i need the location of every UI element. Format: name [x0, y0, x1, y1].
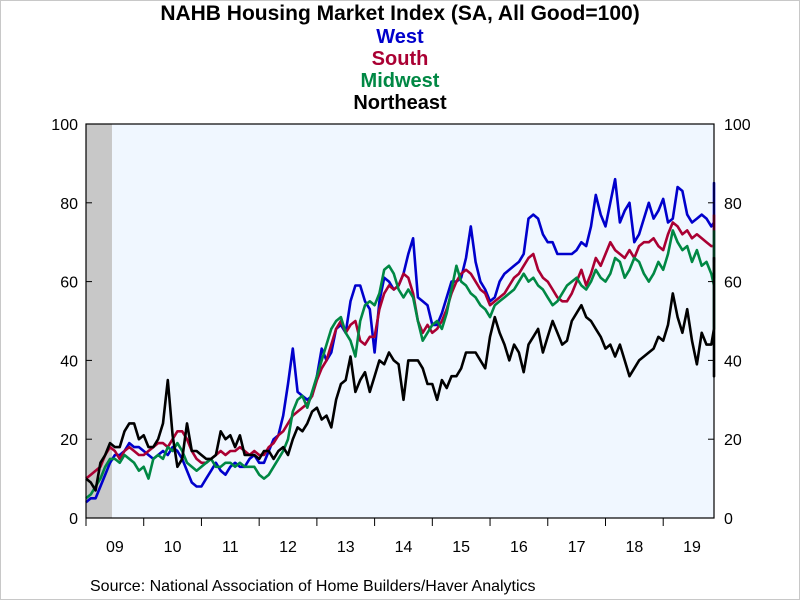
y-tick-label-right: 80	[724, 196, 742, 213]
x-tick-label: 19	[683, 539, 701, 556]
y-tick-label-right: 40	[724, 353, 742, 370]
y-tick-label-right: 100	[724, 117, 751, 134]
y-tick-label-left: 80	[60, 196, 78, 213]
y-tick-label-right: 0	[724, 511, 733, 528]
x-tick-label: 10	[164, 539, 182, 556]
chart-title: NAHB Housing Market Index (SA, All Good=…	[160, 2, 640, 25]
y-tick-label-left: 100	[51, 117, 78, 134]
legend-entry-northeast: Northeast	[353, 92, 447, 114]
x-tick-label: 11	[222, 539, 239, 556]
x-tick-label: 17	[568, 539, 586, 556]
x-tick-label: 18	[625, 539, 643, 556]
series-line-west	[85, 177, 716, 504]
x-tick-label: 09	[106, 539, 124, 556]
y-tick-label-right: 20	[724, 432, 742, 449]
plot-border	[85, 123, 715, 519]
legend-entry-west: West	[376, 26, 424, 48]
x-tick-label: 15	[452, 539, 470, 556]
legend-entry-midwest: Midwest	[360, 70, 440, 92]
x-tick-label: 13	[337, 539, 355, 556]
x-tick-label: 12	[279, 539, 297, 556]
y-tick-label-left: 0	[69, 511, 78, 528]
legend-entry-south: South	[371, 48, 429, 70]
x-tick-label: 16	[510, 539, 528, 556]
y-tick-label-right: 60	[724, 275, 742, 292]
series-line-midwest	[85, 229, 716, 500]
y-tick-label-left: 60	[60, 275, 78, 292]
y-tick-label-left: 40	[60, 353, 78, 370]
title-block: NAHB Housing Market Index (SA, All Good=…	[0, 2, 800, 114]
y-tick-label-left: 20	[60, 432, 78, 449]
source-note: Source: National Association of Home Bui…	[90, 578, 536, 595]
recession-band	[86, 124, 112, 518]
x-tick-label: 14	[395, 539, 413, 556]
plot-area	[86, 124, 714, 518]
